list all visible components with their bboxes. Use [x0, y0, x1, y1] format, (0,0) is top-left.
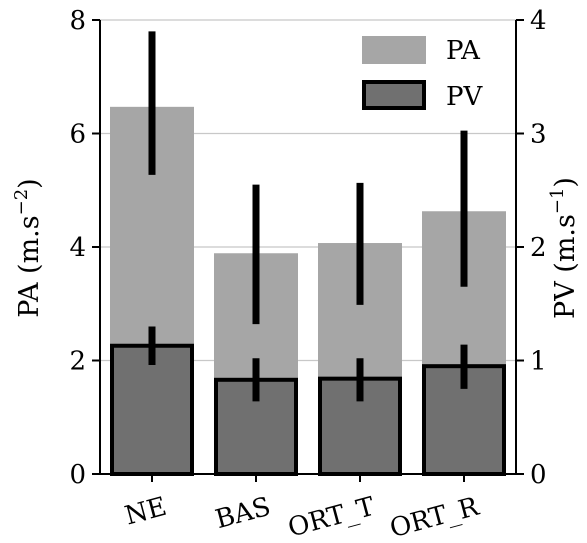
- y-axis-label-left-exponent: −2: [11, 189, 32, 216]
- x-tick-label: BAS: [212, 492, 274, 535]
- legend-swatch-pv: [362, 80, 426, 110]
- y-tick-label-left: 4: [69, 233, 86, 263]
- y-axis-label-right: PV (m.s−1): [547, 177, 581, 319]
- y-tick-label-right: 4: [530, 6, 547, 36]
- y-tick-label-right: 1: [530, 347, 547, 377]
- y-tick-label-right: 0: [530, 460, 547, 490]
- y-axis-label-left-text: PA (m.s: [14, 215, 45, 317]
- y-axis-label-right-text: PV (m.s: [550, 214, 581, 319]
- legend: PA PV: [362, 36, 483, 112]
- y-tick-label-left: 6: [69, 120, 86, 150]
- x-tick-label: ORT_R: [387, 491, 483, 543]
- y-axis-label-right-close: ): [550, 177, 581, 188]
- x-tick-label: NE: [122, 492, 170, 532]
- y-tick-label-left: 2: [69, 347, 86, 377]
- y-axis-label-left-close: ): [14, 178, 45, 189]
- y-axis-label-right-exponent: −1: [547, 188, 568, 215]
- error-bars: [148, 31, 468, 402]
- y-axis-label-left: PA (m.s−2): [11, 178, 45, 317]
- y-tick-label-left: 0: [69, 460, 86, 490]
- x-tick-label: ORT_T: [285, 492, 379, 543]
- legend-label-pv: PV: [446, 82, 483, 112]
- pv-bars: [110, 343, 506, 477]
- legend-swatch-pa: [362, 36, 426, 64]
- y-tick-label-left: 8: [69, 6, 86, 36]
- axes: [92, 19, 524, 482]
- legend-label-pa: PA: [446, 36, 481, 66]
- y-tick-label-right: 2: [530, 233, 547, 263]
- y-tick-label-right: 3: [530, 120, 547, 150]
